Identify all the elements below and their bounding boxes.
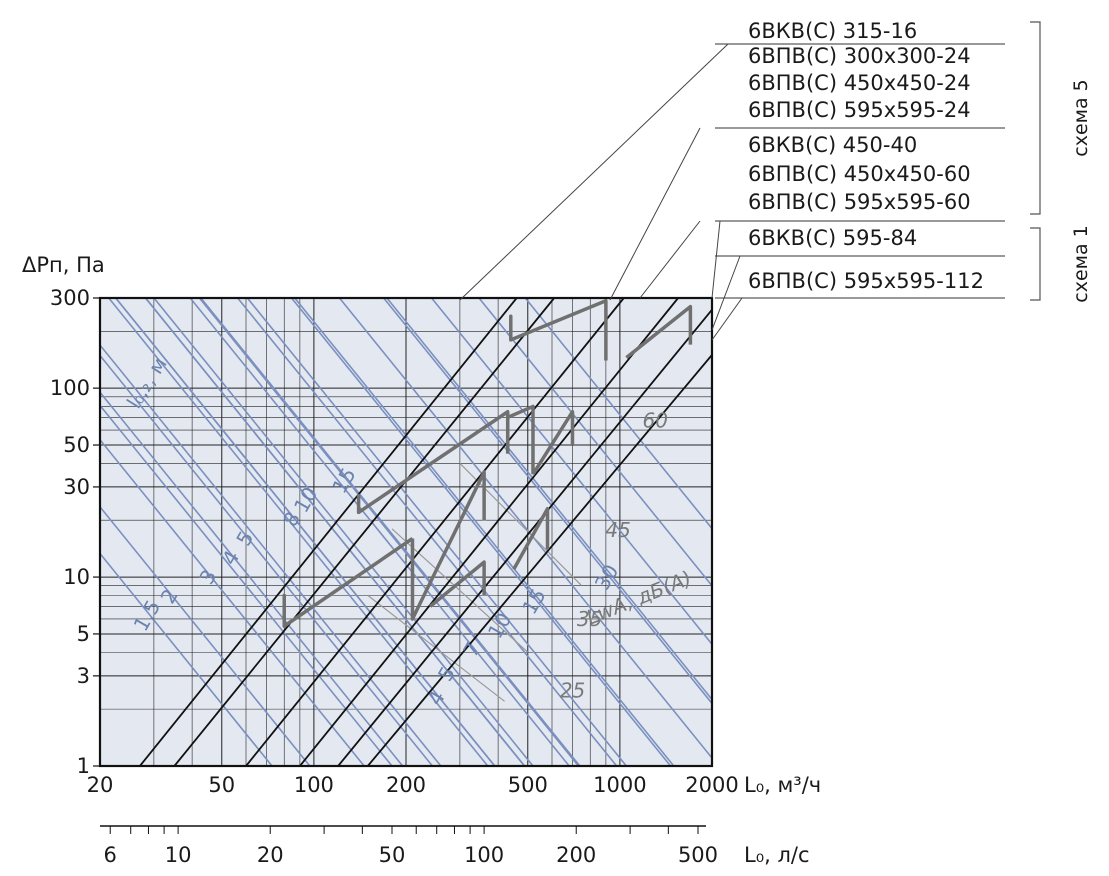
secondary-x-axis: 6 10 20 50 100 200 500: [100, 825, 718, 867]
noise-label: 35: [577, 607, 602, 631]
operating-curve: [282, 537, 414, 628]
y-tick-label: 300: [50, 286, 90, 310]
model-line: [299, 297, 679, 767]
operating-curve: [625, 304, 693, 360]
model-line: [367, 354, 713, 767]
y-tick-label: 10: [63, 565, 90, 589]
legend-entry: 6ВКВ(С) 450-40: [748, 133, 917, 157]
x-tick-label: 100: [294, 773, 334, 797]
x2-tick-label: 500: [678, 843, 718, 867]
operating-curve: [531, 409, 575, 476]
throw-lines: [100, 298, 712, 766]
throw-line: [100, 552, 273, 766]
throw-line: [100, 404, 393, 766]
x2-tick-label: 100: [464, 843, 504, 867]
throw-line: [100, 343, 442, 766]
y-axis-label: ΔPп, Па: [22, 253, 105, 277]
noise-labels: 25 35 45 60: [560, 409, 668, 703]
throw-line: [108, 298, 489, 766]
y-tick-label: 50: [63, 433, 90, 457]
noise-label: 45: [605, 518, 630, 542]
throw-line: [115, 298, 496, 766]
legend-entry: 6ВПВ(С) 595x595-112: [748, 269, 984, 293]
legend-entry: 6ВПВ(С) 300x300-24: [748, 44, 971, 68]
x2-tick-label: 6: [104, 843, 117, 867]
x2-axis-label: L₀, л/с: [744, 843, 810, 867]
throw-line: [237, 298, 618, 766]
scheme-5-label: схема 5: [1070, 79, 1092, 156]
y-axis-ticks: 1 3 5 10 30 50 100 300: [50, 286, 100, 778]
scheme-1-label: схема 1: [1070, 225, 1092, 302]
y-tick-label: 5: [77, 622, 90, 646]
throw-line: [430, 298, 712, 646]
legend-entry: 6ВПВ(С) 450x450-60: [748, 162, 971, 186]
scheme-1-bracket: [1030, 227, 1041, 301]
x2-tick-label: 20: [257, 843, 284, 867]
x-tick-label: 20: [87, 773, 114, 797]
x-axis-ticks: 20 50 100 200 500 1000 2000: [87, 773, 739, 797]
throw-line: [100, 391, 404, 766]
throw-line: [524, 298, 712, 530]
operating-curve: [410, 470, 486, 621]
x-tick-label: 500: [508, 773, 548, 797]
throw-line: [246, 298, 627, 766]
throw-line: [200, 298, 581, 766]
noise-line: [391, 528, 529, 653]
operating-segments: [282, 299, 693, 628]
legend-entry: 6ВПВ(С) 595x595-24: [748, 98, 971, 122]
y-tick-label: 3: [77, 664, 90, 688]
legend-leader: [711, 255, 741, 331]
throw-line: [100, 354, 434, 766]
model-line: [173, 297, 555, 767]
plot-frame: [98, 296, 714, 768]
x-tick-label: 50: [208, 773, 235, 797]
throw-line: [478, 298, 712, 587]
y-tick-label: 100: [50, 376, 90, 400]
legend-leader: [609, 127, 701, 301]
noise-line: [367, 594, 505, 702]
x2-tick-label: 200: [556, 843, 596, 867]
model-line: [245, 297, 625, 767]
scheme-5-bracket: [1030, 21, 1041, 215]
noise-label: 25: [560, 679, 585, 703]
legend-leader: [711, 297, 743, 341]
model-line: [337, 309, 713, 767]
throw-line: [100, 438, 365, 766]
y-tick-label: 30: [63, 475, 90, 499]
legend-entry: 6ВКВ(С) 315-16: [748, 19, 917, 43]
legend-leader: [459, 43, 729, 301]
legend-entry: 6ВПВ(С) 450x450-24: [748, 71, 971, 95]
y-tick-label: 1: [77, 754, 90, 778]
model-line: [139, 297, 518, 767]
x-tick-label: 200: [386, 773, 426, 797]
operating-curve: [512, 506, 550, 571]
legend-entry: 6ВКВ(С) 595-84: [748, 226, 917, 250]
x-tick-label: 2000: [685, 773, 738, 797]
x2-tick-label: 50: [379, 843, 406, 867]
throw-line: [198, 298, 580, 766]
throw-line: [383, 298, 712, 705]
legend-leader: [639, 220, 701, 299]
legend-leader: [711, 220, 721, 299]
operating-curve: [429, 560, 486, 608]
throw-line: [294, 298, 675, 766]
x2-tick-label: 10: [165, 843, 192, 867]
throw-line: [290, 298, 672, 766]
throw-line: [144, 298, 526, 766]
x-axis-label: L₀, м³/ч: [744, 773, 821, 797]
operating-curve: [505, 404, 535, 475]
throw-line: [189, 298, 570, 766]
model-lines: [139, 297, 713, 767]
throw-line: [153, 298, 534, 766]
operating-curve: [509, 299, 608, 361]
noise-label: 60: [643, 409, 668, 433]
x-tick-label: 1000: [593, 773, 646, 797]
throw-line: [100, 505, 311, 766]
throw-line: [386, 298, 712, 701]
legend-entry: 6ВПВ(С) 595x595-60: [748, 190, 971, 214]
